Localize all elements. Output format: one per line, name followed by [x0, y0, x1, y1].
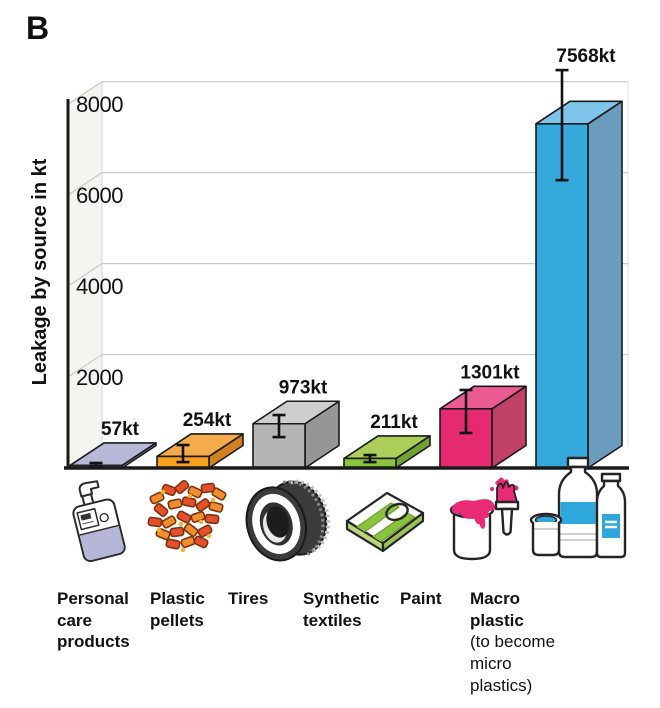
- error-bar: [363, 453, 377, 464]
- category-label-plastic-pellets: Plastic pellets: [150, 566, 205, 653]
- bar-paint: [439, 385, 527, 469]
- paint-can-and-brush-icon: [434, 474, 529, 574]
- category-label-tires: Tires: [228, 566, 268, 631]
- error-bar: [555, 68, 569, 182]
- category-label-personal-care-products: Personal care products: [57, 566, 130, 675]
- y-tick-label: 8000: [76, 92, 123, 117]
- bar-macro-plastic-to-become-micro-plastics: [535, 100, 623, 469]
- category-label-text: Tires: [228, 588, 269, 608]
- gridline: [67, 81, 628, 105]
- category-label-paint: Paint: [400, 566, 442, 631]
- y-axis-title: Leakage by source in kt: [29, 158, 51, 385]
- value-label: 211kt: [370, 412, 418, 433]
- panel-label: B: [26, 10, 50, 46]
- gridline: [67, 172, 628, 196]
- category-label-text: Paint: [400, 588, 442, 608]
- gridline: [67, 353, 628, 378]
- error-bar: [459, 388, 473, 435]
- gridline: [67, 263, 628, 287]
- category-label-text: Macro plastic: [470, 588, 524, 630]
- bar-plastic-pellets: [156, 433, 244, 469]
- value-label: 254kt: [183, 410, 232, 431]
- y-tick-label: 2000: [76, 365, 123, 390]
- error-bar: [272, 413, 286, 439]
- category-label-macro-plastic: Macro plastic (to become micro plastics): [470, 566, 600, 708]
- bar-tires: [252, 400, 340, 469]
- folded-textile-icon: [341, 479, 429, 568]
- value-label: 1301kt: [460, 362, 520, 383]
- value-label: 57kt: [101, 419, 140, 440]
- value-label: 7568kt: [556, 46, 616, 67]
- category-label-text: Plastic pellets: [150, 588, 205, 630]
- plastic-pellets-icon: [143, 479, 233, 565]
- bar-chart: 2000 4000 6000 8000 Leakage by source in kt 5…: [29, 46, 629, 470]
- plastic-bottles-icon: [528, 456, 628, 573]
- bar-side-face: [587, 100, 623, 469]
- category-label-text: Synthetic textiles: [303, 588, 380, 630]
- tire-icon: [238, 477, 333, 572]
- y-tick-label: 6000: [76, 183, 123, 208]
- error-bar: [176, 443, 190, 464]
- category-label-note: (to become micro plastics): [470, 632, 556, 695]
- category-label-text: Personal care products: [57, 588, 130, 652]
- bar-synthetic-textiles: [343, 435, 431, 469]
- y-tick-label: 4000: [76, 274, 123, 299]
- value-label: 973kt: [279, 377, 328, 398]
- category-label-synthetic-textiles: Synthetic textiles: [303, 566, 380, 653]
- personal-care-bottle-icon: [60, 478, 140, 573]
